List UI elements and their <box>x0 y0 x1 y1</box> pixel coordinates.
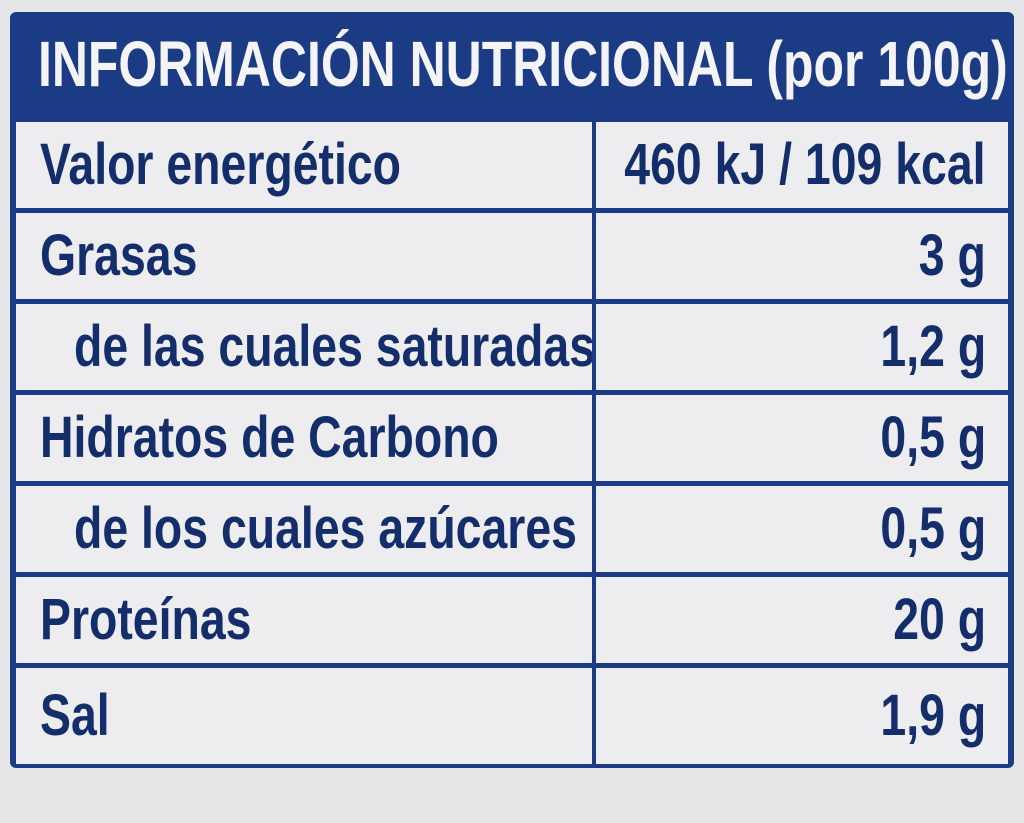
nutrient-value: 1,9 g <box>880 683 986 748</box>
nutrient-label: Sal <box>40 683 110 748</box>
nutrient-label: Valor energético <box>40 132 402 197</box>
value-cell: 1,9 g <box>596 668 1008 764</box>
value-cell: 0,5 g <box>596 486 1008 572</box>
nutrient-value: 0,5 g <box>880 496 986 561</box>
nutrient-cell: Grasas <box>16 213 592 299</box>
nutrient-label: de los cuales azúcares <box>74 496 577 561</box>
nutrient-label: Proteínas <box>40 587 252 652</box>
table-header: INFORMACIÓN NUTRICIONAL (por 100g) <box>10 12 1014 118</box>
nutrient-cell: Proteínas <box>16 577 592 663</box>
nutrient-cell: de los cuales azúcares <box>16 486 592 572</box>
value-cell: 3 g <box>596 213 1008 299</box>
value-cell: 20 g <box>596 577 1008 663</box>
value-cell: 0,5 g <box>596 395 1008 481</box>
nutrient-label: de las cuales saturadas <box>74 314 592 379</box>
value-cell: 460 kJ / 109 kcal <box>596 122 1008 208</box>
nutrient-value: 1,2 g <box>880 314 986 379</box>
nutrient-cell: Sal <box>16 668 592 764</box>
nutrient-value: 460 kJ / 109 kcal <box>624 132 986 197</box>
value-cell: 1,2 g <box>596 304 1008 390</box>
title: INFORMACIÓN NUTRICIONAL (por 100g) <box>38 28 1008 100</box>
nutrient-value: 20 g <box>893 587 986 652</box>
nutrient-cell: Hidratos de Carbono <box>16 395 592 481</box>
nutrient-label: Hidratos de Carbono <box>40 405 499 470</box>
nutrient-cell: Valor energético <box>16 122 592 208</box>
nutrient-value: 3 g <box>918 223 986 288</box>
nutrient-value: 0,5 g <box>880 405 986 470</box>
nutrition-table: INFORMACIÓN NUTRICIONAL (por 100g) Valor… <box>10 12 1014 768</box>
nutrient-cell: de las cuales saturadas <box>16 304 592 390</box>
nutrient-label: Grasas <box>40 223 198 288</box>
